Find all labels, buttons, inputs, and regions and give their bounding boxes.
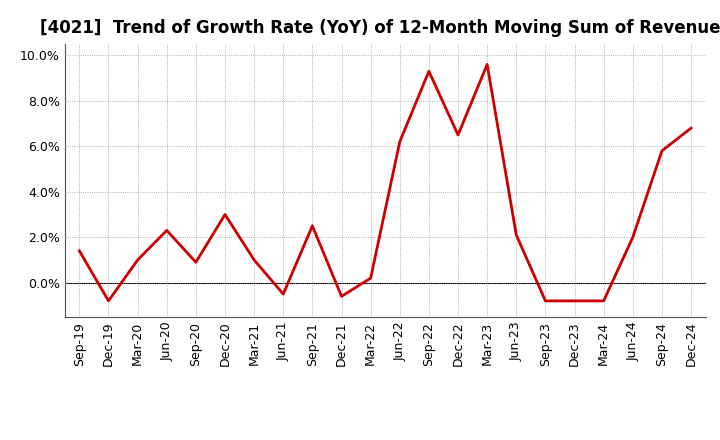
Title: [4021]  Trend of Growth Rate (YoY) of 12-Month Moving Sum of Revenues: [4021] Trend of Growth Rate (YoY) of 12-… bbox=[40, 19, 720, 37]
